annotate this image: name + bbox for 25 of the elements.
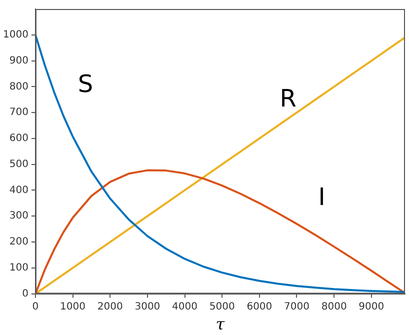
series-label: R xyxy=(280,84,296,113)
y-tick-label: 900 xyxy=(9,55,28,66)
y-tick-label: 500 xyxy=(9,158,28,170)
x-tick-label: 4000 xyxy=(172,301,198,312)
x-tick-label: 1000 xyxy=(60,301,86,312)
series-label: I xyxy=(318,183,326,212)
x-tick-label: 6000 xyxy=(246,301,272,312)
y-tick-label: 400 xyxy=(9,184,28,196)
x-tick-label: 3000 xyxy=(134,301,160,312)
y-tick-label: 100 xyxy=(9,262,28,274)
x-tick-label: 8000 xyxy=(321,301,347,312)
y-tick-label: 1000 xyxy=(2,29,28,40)
x-tick-label: 0 xyxy=(32,301,39,312)
series-label: S xyxy=(78,70,94,98)
y-tick-label: 200 xyxy=(9,236,28,248)
x-tick-label: 5000 xyxy=(209,301,235,312)
y-tick-label: 300 xyxy=(9,210,28,222)
y-tick-label: 800 xyxy=(9,81,28,92)
x-tick-label: 7000 xyxy=(284,301,310,312)
y-tick-label: 700 xyxy=(9,107,28,118)
y-tick-label: 600 xyxy=(9,133,28,144)
y-tick-label: 0 xyxy=(22,288,28,300)
x-tick-label: 9000 xyxy=(358,301,384,312)
x-axis-title: τ xyxy=(216,314,226,334)
x-tick-label: 2000 xyxy=(97,301,123,312)
